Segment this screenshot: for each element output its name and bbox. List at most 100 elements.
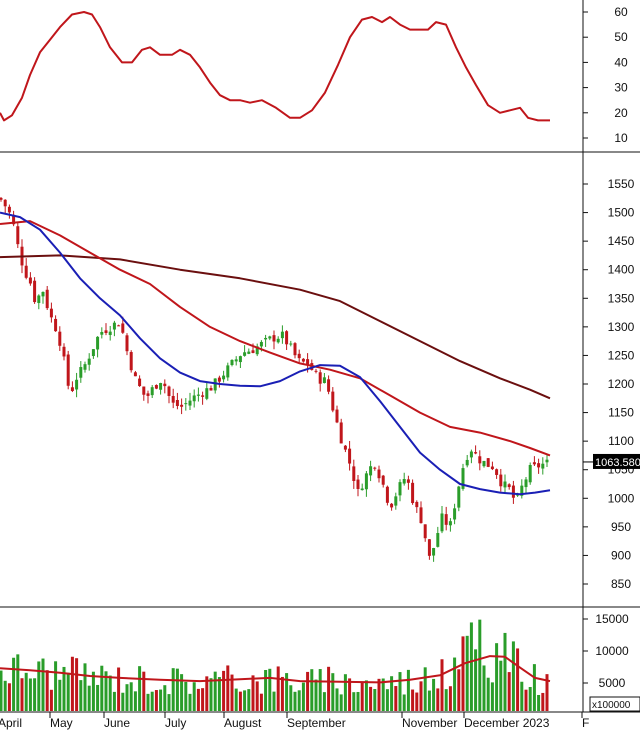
candle-body	[402, 479, 406, 484]
volume-bar	[184, 681, 188, 711]
volume-bar	[217, 677, 221, 711]
candle-body	[528, 464, 532, 483]
candle-body	[138, 378, 142, 387]
candle-body	[251, 350, 255, 353]
volume-bar	[171, 668, 175, 711]
volume-bar	[150, 691, 154, 711]
candle-body	[268, 336, 272, 339]
candle-body	[163, 383, 167, 387]
volume-bar	[100, 665, 104, 711]
volume-bar	[259, 693, 263, 711]
volume-bar	[427, 690, 431, 711]
volume-bar	[457, 669, 461, 711]
volume-bar	[196, 688, 200, 711]
volume-bar	[83, 663, 87, 711]
candle-body	[58, 331, 62, 346]
volume-bar	[112, 691, 116, 711]
candle-body	[297, 353, 301, 359]
volume-bar	[16, 654, 20, 711]
volume-bar	[117, 667, 121, 711]
indicator-line	[0, 11, 550, 122]
price-tick-label: 1150	[608, 406, 634, 420]
candle-body	[390, 503, 394, 508]
volume-bar	[272, 691, 276, 711]
volume-bar	[394, 686, 398, 711]
x-tick-label: July	[165, 716, 186, 730]
volume-bar	[419, 681, 423, 711]
price-tick-label: 1000	[608, 491, 635, 505]
candle-body	[33, 280, 37, 303]
volume-bar	[516, 648, 520, 711]
volume-bar	[201, 688, 205, 711]
candle-body	[75, 379, 79, 390]
candle-body	[213, 378, 217, 391]
volume-bar	[163, 685, 167, 711]
volume-bar	[327, 666, 331, 711]
volume-bar	[390, 676, 394, 711]
candle-body	[474, 452, 478, 454]
candle-body	[440, 513, 444, 532]
candle-body	[0, 197, 3, 200]
volume-bar	[20, 678, 24, 711]
moving-average-fast	[0, 211, 551, 496]
volume-unit-tag: x100000	[589, 696, 640, 712]
volume-bar	[264, 669, 268, 711]
candle-body	[133, 372, 137, 377]
volume-tick-label: 10000	[595, 644, 629, 658]
candle-body	[192, 395, 196, 402]
candle-body	[511, 485, 515, 498]
volume-bar	[453, 657, 457, 711]
volume-bar	[209, 678, 213, 711]
candle-body	[87, 358, 91, 365]
volume-bar	[159, 689, 163, 711]
volume-bar	[222, 670, 226, 711]
candle-body	[28, 277, 32, 284]
volume-bar	[87, 685, 91, 711]
volume-bar	[230, 674, 234, 711]
volume-bar	[486, 677, 490, 711]
volume-bar	[364, 680, 368, 711]
volume-bar	[385, 689, 389, 711]
indicator-panel	[0, 11, 550, 122]
candle-body	[545, 459, 549, 463]
volume-bar	[12, 657, 16, 711]
x-tick-label: December 2023	[464, 716, 550, 730]
candle-body	[427, 539, 431, 556]
volume-bar	[121, 692, 125, 711]
candle-body	[217, 377, 221, 382]
price-tick-label: 1550	[608, 177, 635, 191]
candle-body	[121, 323, 125, 333]
candle-body	[411, 482, 415, 504]
volume-bar	[474, 649, 478, 711]
volume-bar	[406, 669, 410, 711]
volume-bar	[335, 688, 339, 711]
candle-body	[112, 322, 116, 330]
price-tick-label: 1400	[608, 263, 635, 277]
candle-body	[335, 409, 339, 423]
candle-body	[66, 354, 70, 386]
candle-body	[280, 331, 284, 339]
volume-bar	[293, 691, 297, 711]
indicator-tick-label: 10	[614, 131, 628, 145]
candle-body	[352, 466, 356, 481]
candle-body	[205, 388, 209, 399]
volume-bar	[167, 694, 171, 711]
volume-bar	[133, 691, 137, 711]
candle-body	[70, 387, 74, 391]
candle-body	[322, 377, 326, 384]
volume-bar	[62, 666, 66, 711]
candle-body	[285, 331, 289, 345]
volume-bar	[188, 693, 192, 711]
volume-bar	[129, 682, 133, 711]
volume-bar	[495, 643, 499, 711]
price-tick-label: 1450	[608, 234, 635, 248]
volume-bar	[532, 664, 536, 711]
volume-bar	[499, 660, 503, 711]
volume-bar	[138, 666, 142, 711]
candle-body	[91, 349, 95, 357]
candle-body	[37, 295, 41, 304]
candle-body	[415, 501, 419, 508]
volume-bar	[507, 672, 511, 711]
candle-body	[24, 265, 28, 278]
